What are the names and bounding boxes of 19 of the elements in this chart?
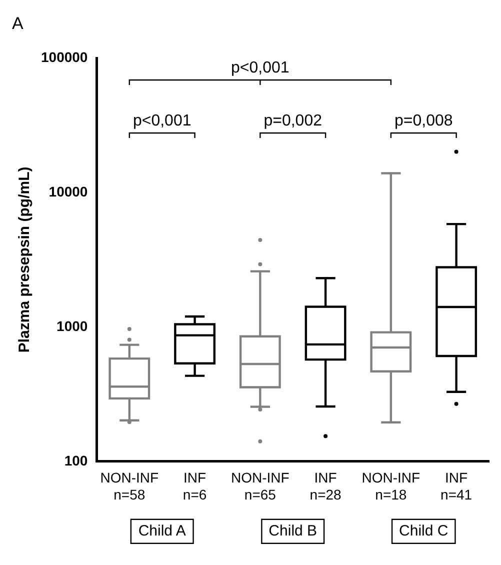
- annotation: p<0,001: [231, 59, 290, 76]
- text: Child A: [138, 522, 186, 540]
- x-tick-label: NON-INF n=65: [231, 470, 290, 502]
- y-tick-label: 100: [64, 452, 88, 468]
- text: Child C: [399, 522, 448, 540]
- x-tick-label: NON-INF n=18: [362, 470, 420, 502]
- y-axis-title: Plazma presepsin (pg/mL): [16, 166, 34, 353]
- y-tick-label: 10000: [48, 183, 88, 200]
- y-tick-label: 1000: [56, 318, 88, 334]
- text: A: [12, 14, 24, 34]
- y-tick-label: 100000: [41, 48, 88, 65]
- annotation: p<0,001: [132, 112, 192, 130]
- x-tick-label: INF n=28: [310, 470, 342, 502]
- annotation: p=0,008: [394, 112, 453, 130]
- x-tick-label: NON-INF n=58: [100, 470, 159, 502]
- annotation: p=0,002: [264, 112, 322, 130]
- text: Child B: [268, 522, 318, 540]
- x-tick-label: INF n=41: [440, 470, 472, 502]
- x-tick-label: INF n=6: [182, 470, 207, 502]
